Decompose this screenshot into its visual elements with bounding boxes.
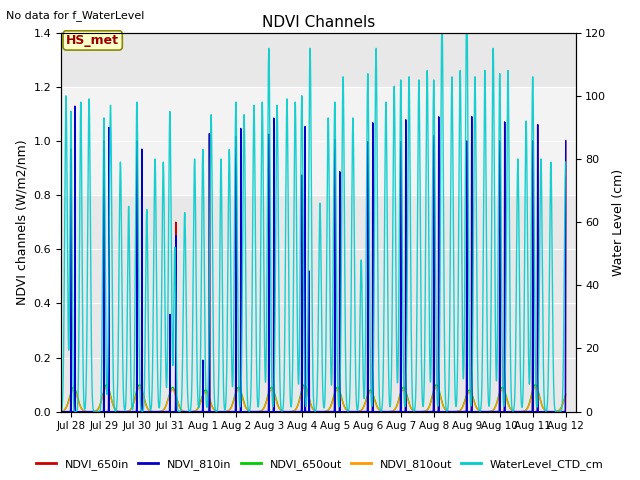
Y-axis label: Water Level (cm): Water Level (cm) [612, 168, 625, 276]
Text: HS_met: HS_met [66, 34, 119, 47]
Bar [61, 87, 575, 195]
Text: No data for f_WaterLevel: No data for f_WaterLevel [6, 10, 145, 21]
Y-axis label: NDVI channels (W/m2/nm): NDVI channels (W/m2/nm) [15, 139, 28, 305]
Legend: NDVI_650in, NDVI_810in, NDVI_650out, NDVI_810out, WaterLevel_CTD_cm: NDVI_650in, NDVI_810in, NDVI_650out, NDV… [32, 455, 608, 474]
Title: NDVI Channels: NDVI Channels [262, 15, 375, 30]
